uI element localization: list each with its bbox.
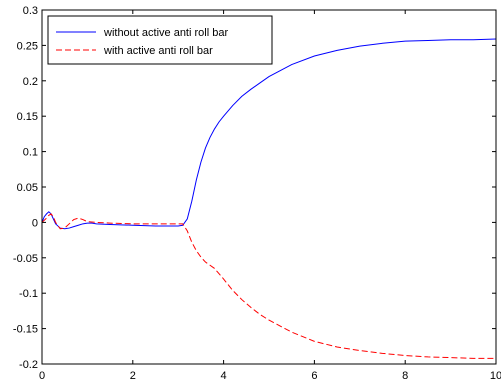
y-tick-label: 0.25 — [17, 40, 38, 52]
y-tick-label: 0.2 — [23, 76, 38, 88]
x-tick-label: 10 — [490, 370, 501, 382]
series-line-1 — [42, 38, 496, 230]
legend: without active anti roll bar with active … — [47, 15, 273, 65]
y-tick-label: -0.15 — [13, 324, 38, 336]
y-tick-label: 0.05 — [17, 182, 38, 194]
legend-box — [47, 15, 273, 65]
x-tick-label: 0 — [39, 370, 45, 382]
series-layer — [42, 38, 496, 359]
legend-label: with active anti roll bar — [103, 45, 213, 57]
series-line-2 — [42, 213, 496, 359]
y-tick-label: -0.1 — [19, 288, 38, 300]
y-tick-label: -0.2 — [19, 359, 38, 371]
x-tick-label: 2 — [130, 370, 136, 382]
y-tick-label: 0 — [32, 217, 38, 229]
tick-label-layer: 0 2 4 6 8 10 -0.2 -0.15 -0.1 -0.05 0 0.05 0.1 0.15 0.2… — [13, 5, 501, 382]
x-tick-label: 4 — [221, 370, 227, 382]
y-tick-label: 0.15 — [17, 111, 38, 123]
y-tick-label: 0.1 — [23, 147, 38, 159]
y-tick-label: 0.3 — [23, 5, 38, 17]
legend-label: without active anti roll bar — [103, 27, 228, 39]
y-tick-label: -0.05 — [13, 253, 38, 265]
x-tick-label: 8 — [402, 370, 408, 382]
x-tick-label: 6 — [311, 370, 317, 382]
axis-frame — [41, 9, 497, 365]
